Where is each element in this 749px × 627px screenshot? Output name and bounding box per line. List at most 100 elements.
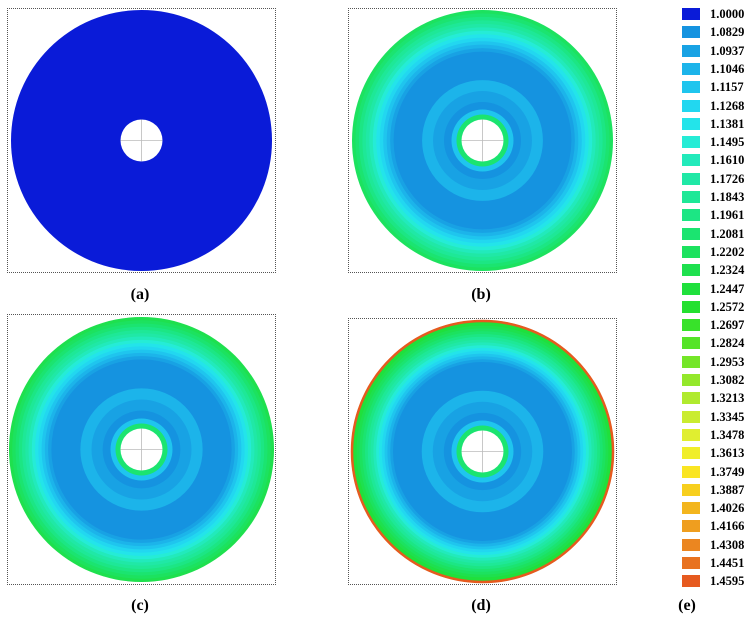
legend-value: 1.2447: [710, 281, 745, 296]
panel-d-plot: [348, 318, 617, 585]
legend-swatch: [682, 209, 700, 222]
legend-item: 1.1046: [675, 60, 749, 80]
panel-a-label: (a): [130, 286, 150, 303]
legend-item: 1.1961: [675, 206, 749, 226]
legend-swatch: [682, 575, 700, 588]
legend-value: 1.0000: [710, 7, 745, 21]
legend-value: 1.3345: [710, 409, 745, 424]
legend-value: 1.2824: [710, 336, 745, 351]
legend-value: 1.1726: [710, 171, 745, 186]
legend-swatch: [682, 410, 700, 423]
legend-value: 1.1495: [710, 135, 745, 150]
legend-swatch: [682, 538, 700, 551]
legend-item: 1.2697: [675, 316, 749, 336]
legend-swatch: [682, 374, 700, 386]
legend-value: 1.4166: [710, 519, 745, 534]
legend-item: 1.1843: [675, 188, 749, 208]
legend-item: 1.3082: [675, 371, 749, 391]
legend-value: 1.2697: [710, 318, 745, 333]
legend-item: 1.4026: [675, 499, 749, 519]
legend-item: 1.4451: [675, 554, 749, 574]
legend-value: 1.3887: [710, 482, 745, 497]
legend-value: 1.0829: [710, 25, 745, 40]
panel-b-plot: [348, 8, 617, 273]
legend-swatch: [682, 392, 700, 405]
legend-value: 1.3213: [710, 391, 745, 406]
panel-c-label: (c): [131, 597, 149, 614]
legend-swatch: [682, 319, 700, 332]
legend-swatch: [682, 99, 700, 112]
legend-swatch: [682, 428, 700, 441]
panel-c-plot: [7, 314, 276, 585]
legend-value: 1.1381: [710, 116, 745, 131]
legend-item: 1.4308: [675, 536, 749, 556]
legend-item: 1.1157: [675, 78, 749, 98]
panel-a-disk: [11, 10, 272, 271]
legend-value: 1.2081: [710, 226, 745, 241]
panel-d-label: (d): [471, 597, 491, 614]
legend-swatch: [682, 483, 700, 496]
legend-item: 1.3887: [675, 481, 749, 501]
legend-item: 1.4166: [675, 517, 749, 537]
legend-item: 1.0937: [675, 42, 749, 62]
legend-swatch: [682, 172, 700, 185]
legend-value: 1.3478: [710, 427, 745, 442]
legend-value: 1.1046: [710, 61, 745, 76]
legend-item: 1.1381: [675, 115, 749, 135]
legend-item: 1.3213: [675, 389, 749, 409]
legend-value: 1.2324: [710, 263, 745, 278]
legend-value: 1.1843: [710, 190, 745, 204]
legend-swatch: [682, 520, 700, 533]
legend-value: 1.4308: [710, 537, 745, 552]
legend-swatch: [682, 26, 700, 39]
legend-item: 1.0829: [675, 23, 749, 43]
legend-item: 1.2572: [675, 298, 749, 318]
legend-swatch: [682, 62, 700, 75]
legend-value: 1.2953: [710, 354, 745, 369]
legend-swatch: [682, 154, 700, 167]
legend-item: 1.1610: [675, 151, 749, 171]
legend-item: 1.3478: [675, 426, 749, 446]
legend-item: 1.1495: [675, 133, 749, 153]
legend-item: 1.1268: [675, 97, 749, 117]
legend-swatch: [682, 282, 700, 295]
legend-value: 1.4451: [710, 556, 745, 570]
legend-value: 1.4595: [710, 574, 745, 589]
legend-swatch: [682, 447, 700, 460]
legend-value: 1.1610: [710, 153, 745, 168]
panel-d-disk: [350, 319, 615, 584]
legend-item: 1.2953: [675, 353, 749, 373]
legend-swatch: [682, 465, 700, 478]
legend-item: 1.3345: [675, 408, 749, 428]
legend-value: 1.2572: [710, 299, 745, 314]
legend-value: 1.0937: [710, 43, 745, 58]
legend-swatch: [682, 81, 700, 94]
panel-a-plot: [7, 8, 276, 273]
legend-swatch: [682, 227, 700, 240]
panel-c-disk: [9, 317, 274, 582]
legend-value: 1.2202: [710, 244, 745, 259]
legend-value: 1.3613: [710, 446, 745, 461]
legend-value: 1.3082: [710, 373, 745, 387]
legend-swatch: [682, 355, 700, 368]
legend-swatch: [682, 44, 700, 57]
legend-item: 1.1726: [675, 170, 749, 190]
legend-value: 1.1157: [710, 80, 744, 95]
legend-item: 1.2081: [675, 225, 749, 245]
legend-value: 1.1268: [710, 98, 745, 113]
legend-swatch: [682, 337, 700, 350]
legend-swatch: [682, 502, 700, 515]
legend-value: 1.4026: [710, 501, 745, 516]
legend-swatch: [682, 300, 700, 313]
legend-item: 1.2824: [675, 334, 749, 354]
panel-b-label: (b): [471, 286, 491, 303]
legend-item: 1.4595: [675, 572, 749, 592]
legend-swatch: [682, 264, 700, 277]
legend-item: 1.0000: [675, 5, 749, 25]
legend-item: 1.2202: [675, 243, 749, 263]
panel-b-disk: [352, 10, 613, 271]
legend-swatch: [682, 8, 700, 20]
legend-label: (e): [678, 597, 696, 614]
legend-value: 1.3749: [710, 464, 745, 479]
legend-swatch: [682, 136, 700, 149]
